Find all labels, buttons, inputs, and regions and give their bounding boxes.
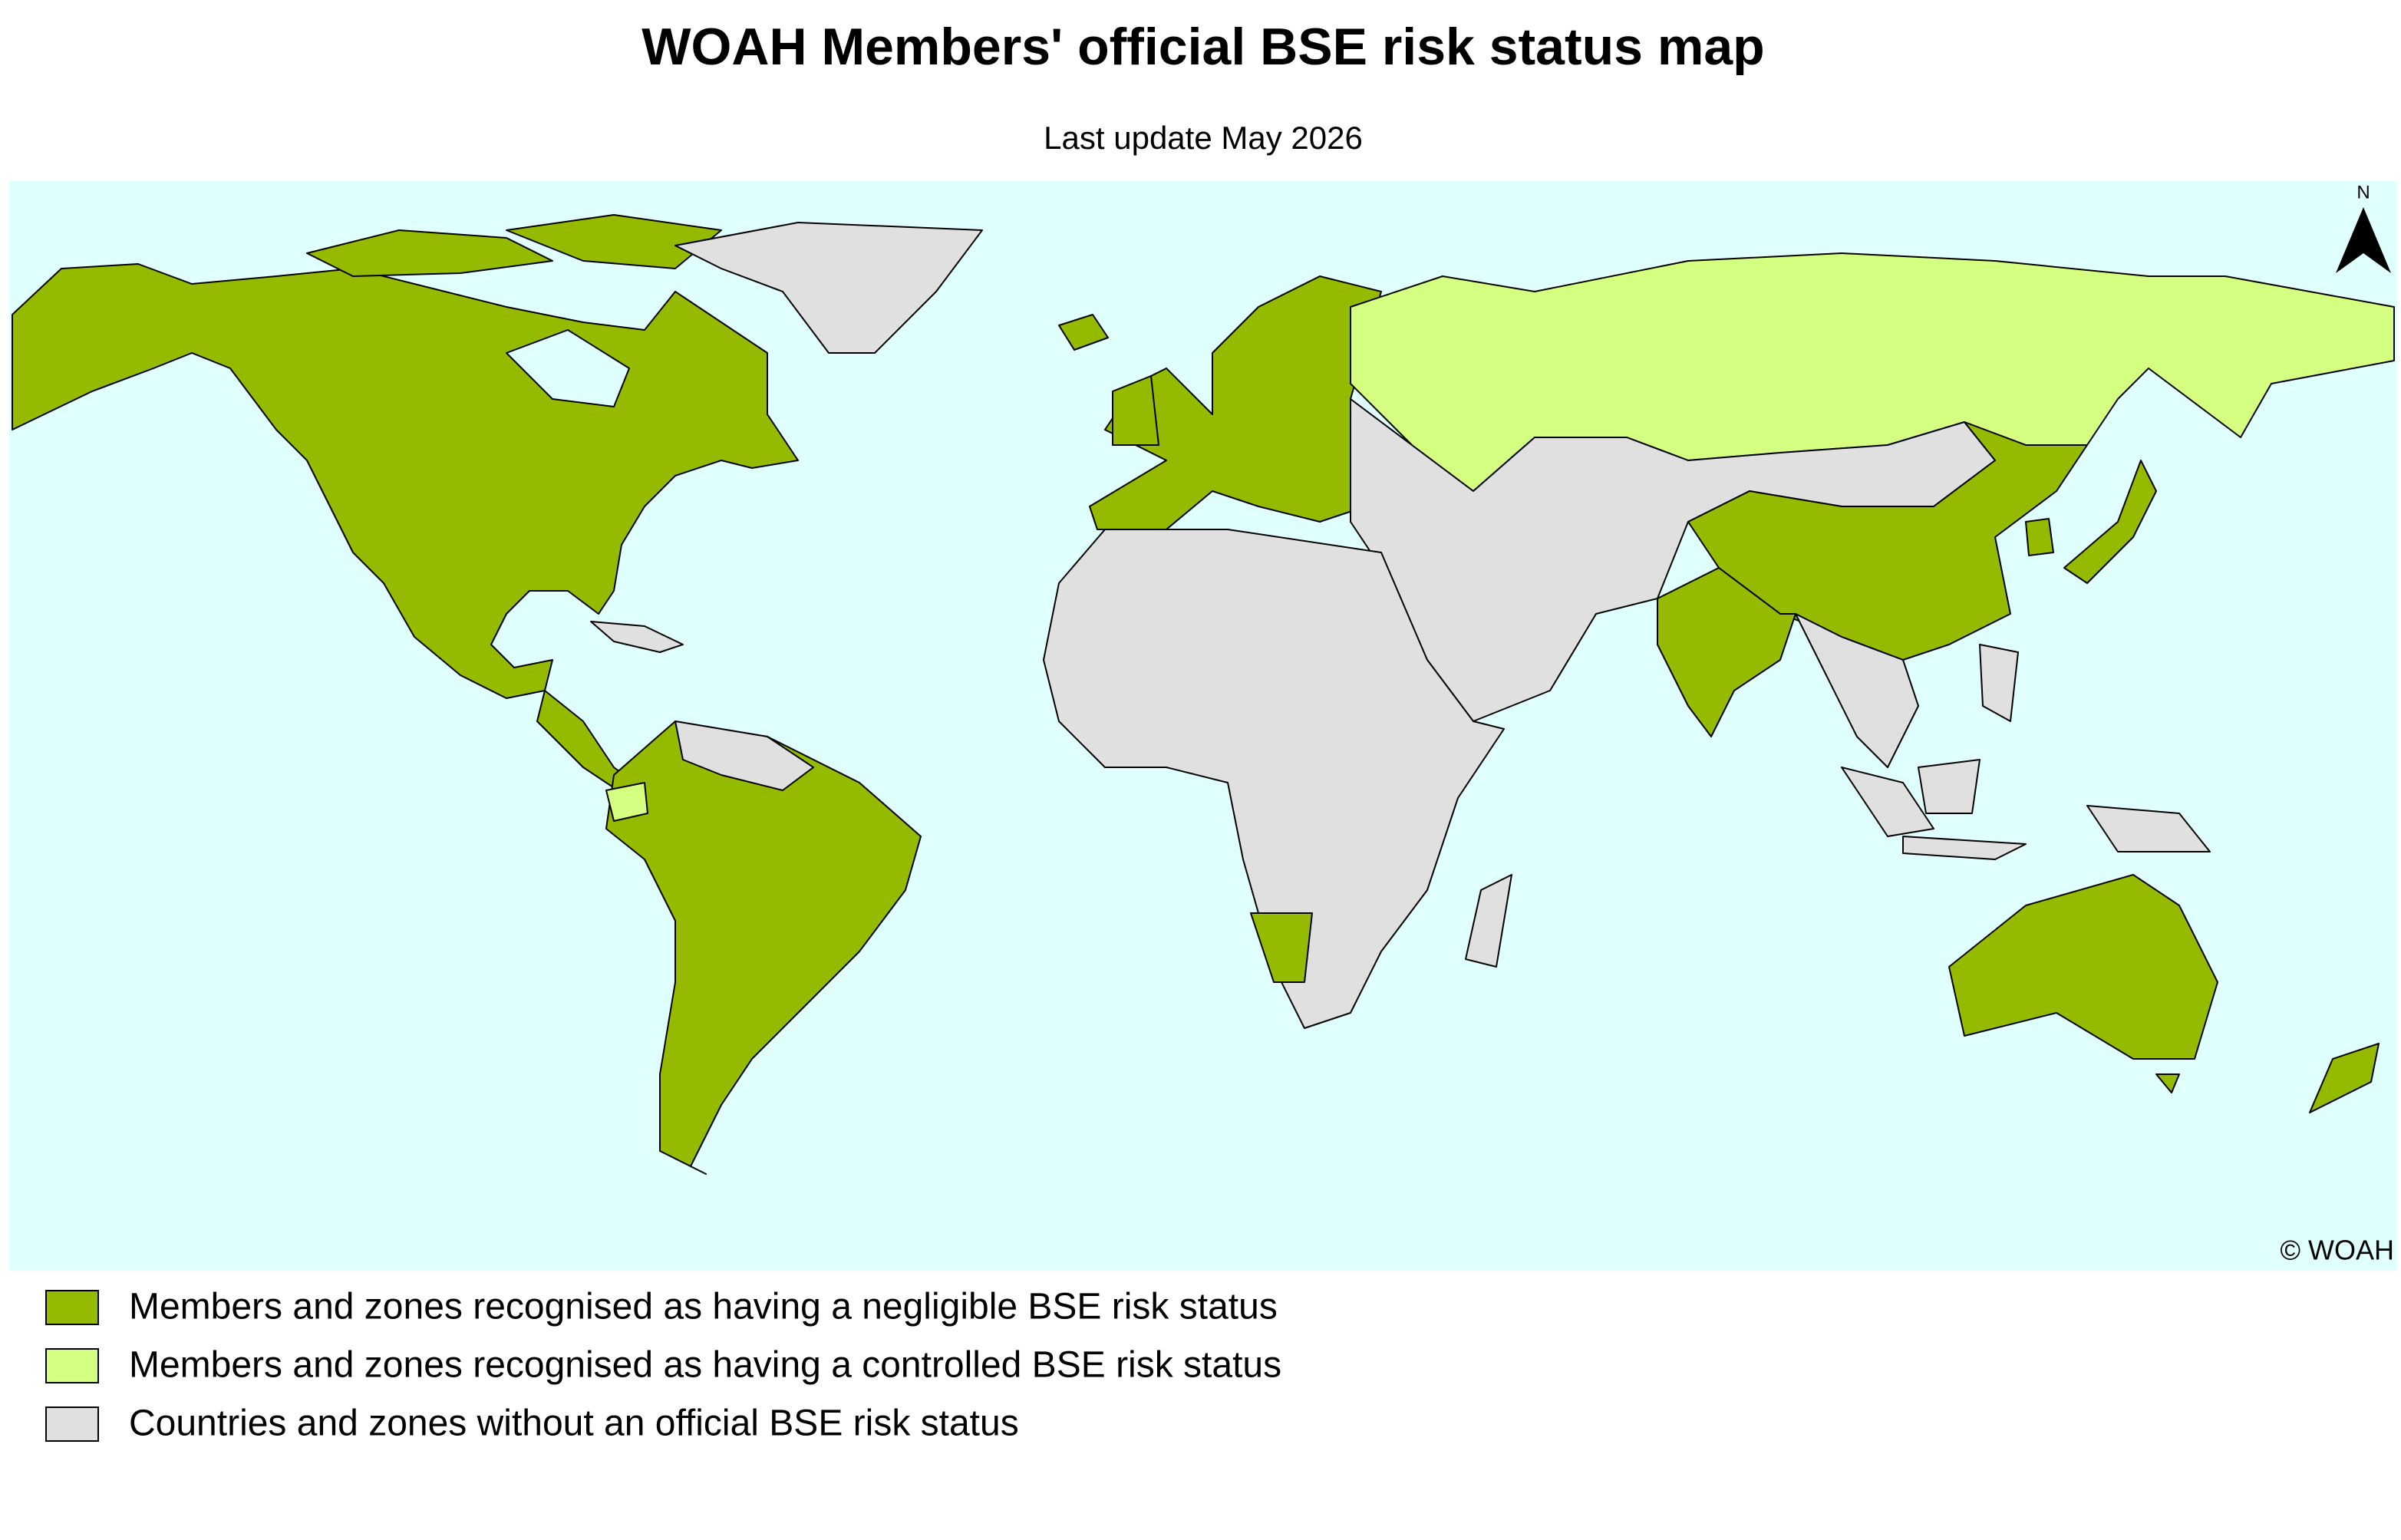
north-label: N bbox=[2356, 182, 2370, 203]
territory bbox=[1918, 759, 1980, 814]
legend: Members and zones recognised as having a… bbox=[45, 1287, 1281, 1444]
legend-label: Members and zones recognised as having a… bbox=[129, 1287, 1278, 1327]
legend-swatch bbox=[45, 1290, 99, 1325]
territory bbox=[1902, 836, 2027, 860]
territory bbox=[590, 621, 684, 653]
legend-label: Countries and zones without an official … bbox=[129, 1403, 1019, 1444]
north-arrow bbox=[2336, 207, 2391, 273]
territory bbox=[674, 222, 983, 354]
title: WOAH Members' official BSE risk status m… bbox=[641, 18, 1764, 76]
territory bbox=[1112, 375, 1159, 446]
land bbox=[12, 214, 2395, 1175]
legend-label: Members and zones recognised as having a… bbox=[129, 1345, 1281, 1386]
subtitle: Last update May 2026 bbox=[1044, 120, 1363, 156]
territory bbox=[2309, 1043, 2380, 1113]
territory bbox=[1948, 874, 2218, 1060]
territory bbox=[1250, 912, 1313, 983]
territory bbox=[1465, 874, 1512, 968]
territory bbox=[605, 721, 922, 1175]
territory bbox=[1043, 529, 1505, 1029]
copyright: © WOAH bbox=[2280, 1235, 2394, 1266]
legend-swatch bbox=[45, 1348, 99, 1383]
legend-swatch bbox=[45, 1406, 99, 1442]
territory bbox=[2025, 518, 2054, 556]
territory bbox=[2086, 805, 2211, 852]
territory bbox=[1657, 567, 1796, 737]
territory bbox=[605, 782, 648, 822]
territory bbox=[1795, 613, 1919, 768]
hudson-bay bbox=[506, 329, 630, 407]
territory bbox=[306, 229, 553, 277]
territory bbox=[2063, 460, 2157, 584]
territory bbox=[2155, 1073, 2180, 1093]
territory bbox=[1058, 314, 1109, 351]
territory bbox=[1979, 644, 2019, 722]
territory bbox=[674, 721, 814, 791]
territory bbox=[1841, 767, 1934, 837]
